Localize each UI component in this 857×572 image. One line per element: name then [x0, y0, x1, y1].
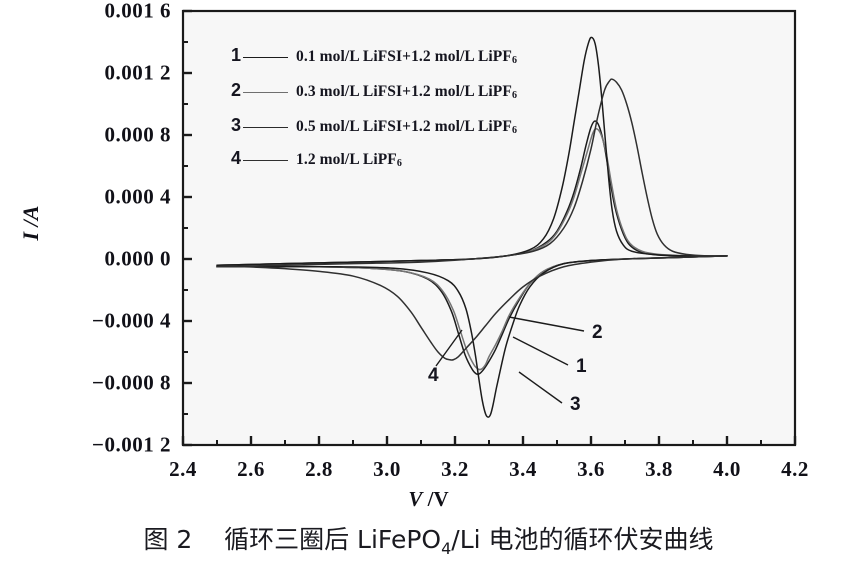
curve-4-forward — [216, 78, 728, 268]
y-tick-label: 0.000 8 — [104, 122, 171, 147]
legend-number-1: 1 — [231, 45, 242, 65]
leader-lines — [435, 316, 585, 404]
legend-label-4: 1.2 mol/L LiPF6 — [296, 151, 402, 169]
annotation-2: 2 — [592, 322, 603, 343]
x-tick-label: 2.4 — [169, 457, 197, 481]
x-tick-label: 4.2 — [781, 457, 809, 481]
legend-number-3: 3 — [231, 115, 242, 135]
y-tick-label: 0.000 4 — [104, 184, 171, 209]
legend-line-3 — [243, 127, 288, 128]
y-axis-title: I /A — [18, 205, 43, 241]
x-tick-label: 3.8 — [645, 457, 673, 481]
annotation-1: 1 — [576, 356, 587, 377]
x-tick-label: 3.2 — [441, 457, 469, 481]
legend-label-1: 0.1 mol/L LiFSI+1.2 mol/L LiPF6 — [296, 48, 518, 66]
x-tick-label: 3.4 — [509, 457, 537, 481]
y-tick-label: −0.000 8 — [92, 370, 171, 395]
annotation-4: 4 — [428, 365, 439, 386]
x-tick-label: 4.0 — [713, 457, 741, 481]
legend-line-2 — [243, 92, 288, 93]
annotation-3: 3 — [570, 394, 581, 415]
x-tick-label: 3.0 — [373, 457, 401, 481]
curve-group — [216, 36, 728, 418]
curve-4-reverse — [216, 255, 728, 361]
y-tick-label: 0.000 0 — [104, 246, 171, 271]
y-tick-label: −0.001 2 — [92, 432, 171, 457]
x-axis-title: V /V — [408, 487, 449, 511]
x-tick-label: 2.6 — [237, 457, 265, 481]
legend-number-2: 2 — [231, 80, 242, 100]
plot-background — [183, 11, 795, 445]
x-tick-label: 2.8 — [305, 457, 333, 481]
x-tick-label: 3.6 — [577, 457, 605, 481]
y-tick-label: 0.001 2 — [104, 60, 171, 85]
legend-line-1 — [243, 57, 288, 58]
legend-label-2: 0.3 mol/L LiFSI+1.2 mol/L LiPF6 — [296, 83, 518, 101]
figure-caption: 图 2 循环三圈后 LiFePO4/Li 电池的循环伏安曲线 — [143, 525, 714, 558]
curve-3-reverse — [216, 255, 728, 418]
y-tick-label: −0.000 4 — [92, 308, 171, 333]
y-tick-label: 0.001 6 — [104, 0, 171, 23]
legend-label-3: 0.5 mol/L LiFSI+1.2 mol/L LiPF6 — [296, 118, 518, 136]
legend-number-4: 4 — [231, 148, 242, 168]
axes-frame — [181, 9, 797, 447]
legend-line-4 — [243, 160, 288, 161]
